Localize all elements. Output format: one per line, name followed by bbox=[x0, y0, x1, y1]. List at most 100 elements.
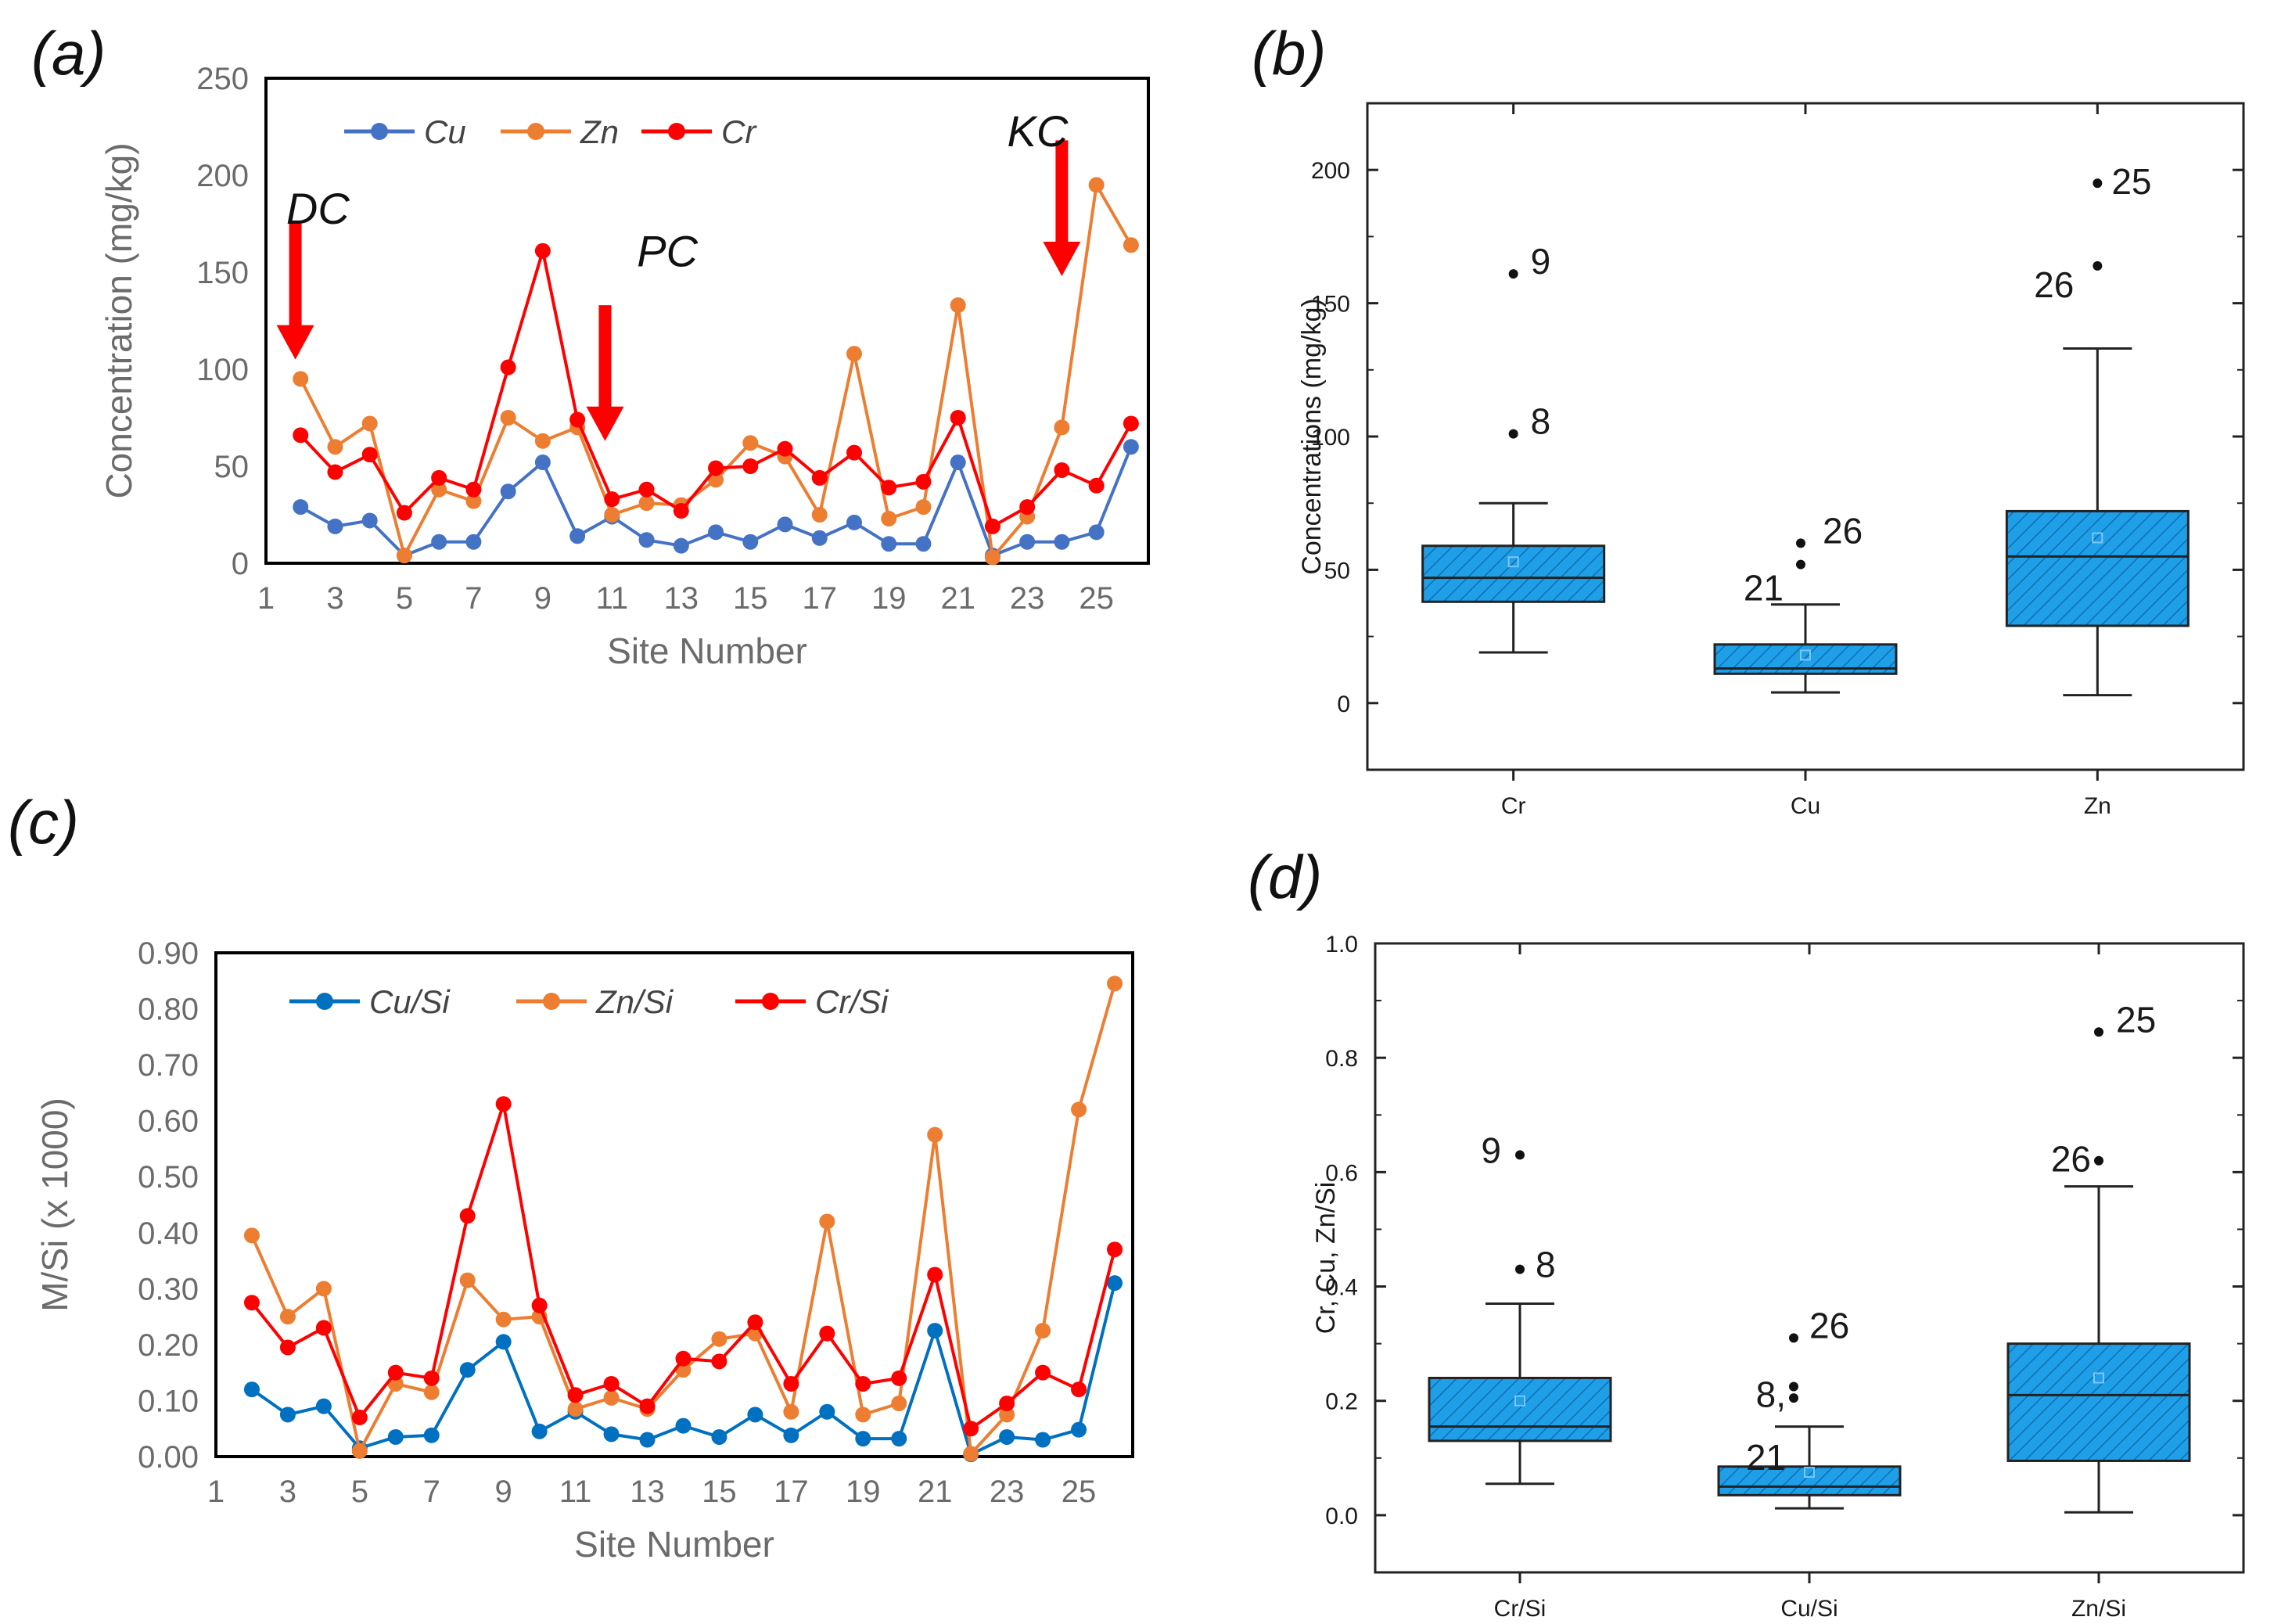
x-tick-label: 13 bbox=[664, 581, 699, 616]
data-point bbox=[915, 473, 932, 490]
y-tick-label: 0.90 bbox=[138, 936, 199, 971]
data-point bbox=[1123, 237, 1139, 253]
data-point bbox=[1071, 1421, 1087, 1438]
data-point bbox=[459, 1208, 476, 1224]
data-point bbox=[742, 534, 759, 550]
y-tick-label: 50 bbox=[1324, 558, 1350, 584]
data-point bbox=[950, 297, 966, 314]
annotation-label: KC bbox=[1008, 106, 1069, 156]
y-tick-label: 0.0 bbox=[1325, 1504, 1358, 1529]
x-tick-label: Cu bbox=[1791, 793, 1820, 819]
box-mean-marker bbox=[1804, 1467, 1815, 1478]
y-tick-label: 0.40 bbox=[138, 1216, 199, 1251]
annotation-arrow-head bbox=[586, 406, 624, 441]
data-point bbox=[396, 505, 412, 521]
outlier-point bbox=[1796, 559, 1805, 569]
data-point bbox=[855, 1431, 871, 1447]
data-point bbox=[431, 481, 447, 498]
data-point bbox=[950, 410, 966, 426]
annotation-arrow-head bbox=[276, 325, 314, 360]
data-point bbox=[881, 480, 897, 496]
x-tick-label: 3 bbox=[279, 1475, 296, 1509]
data-point bbox=[495, 1334, 512, 1350]
data-point bbox=[711, 1428, 727, 1445]
data-point bbox=[891, 1370, 907, 1386]
legend-swatch-marker bbox=[316, 993, 333, 1010]
data-point bbox=[1071, 1101, 1087, 1118]
y-axis-title: Concentration (mg/kg) bbox=[99, 142, 139, 498]
data-point bbox=[243, 1227, 260, 1244]
outlier-label: 8, bbox=[1756, 1374, 1786, 1414]
data-point bbox=[783, 1375, 799, 1392]
y-tick-label: 0.2 bbox=[1325, 1389, 1358, 1415]
data-point bbox=[1123, 415, 1139, 432]
y-tick-label: 200 bbox=[1311, 158, 1350, 184]
outlier-point bbox=[1508, 429, 1518, 439]
data-point bbox=[315, 1320, 332, 1336]
data-point bbox=[891, 1431, 907, 1447]
data-point bbox=[1123, 439, 1139, 455]
data-point bbox=[1107, 1275, 1123, 1292]
data-point bbox=[243, 1295, 260, 1311]
y-tick-label: 100 bbox=[1311, 425, 1350, 451]
data-point bbox=[293, 371, 309, 387]
outlier-point bbox=[1796, 538, 1805, 548]
x-tick-label: 17 bbox=[774, 1475, 809, 1509]
box-iqr bbox=[2006, 1342, 2191, 1462]
data-point bbox=[915, 536, 932, 552]
data-point bbox=[431, 534, 447, 550]
data-point bbox=[531, 1297, 548, 1313]
data-point bbox=[459, 1362, 476, 1378]
x-tick-label: 15 bbox=[702, 1475, 737, 1509]
data-point bbox=[569, 528, 586, 544]
x-tick-label: 7 bbox=[465, 581, 482, 616]
x-tick-label: 25 bbox=[1062, 1475, 1097, 1509]
outlier-point bbox=[1789, 1393, 1798, 1403]
legend-label: Cu/Si bbox=[369, 983, 451, 1020]
data-point bbox=[604, 507, 620, 523]
data-point bbox=[315, 1281, 332, 1297]
x-tick-label: 5 bbox=[396, 581, 413, 616]
plot-area bbox=[264, 77, 1150, 565]
legend-label: Cr bbox=[721, 113, 757, 150]
outlier-label: 8 bbox=[1536, 1245, 1556, 1285]
series-line-zn-si bbox=[250, 983, 1116, 1456]
data-point bbox=[1019, 499, 1036, 516]
outlier-label: 21 bbox=[1744, 568, 1784, 609]
data-point bbox=[999, 1396, 1015, 1412]
x-tick-label: 7 bbox=[423, 1475, 440, 1509]
data-point bbox=[855, 1375, 871, 1392]
x-tick-label: 11 bbox=[559, 1475, 592, 1509]
data-point bbox=[500, 483, 516, 500]
x-tick-label: 9 bbox=[534, 581, 551, 616]
data-point bbox=[638, 495, 655, 512]
data-point bbox=[1088, 177, 1105, 193]
data-point bbox=[279, 1407, 296, 1423]
y-tick-label: 0.00 bbox=[138, 1440, 199, 1475]
data-point bbox=[783, 1427, 799, 1443]
x-tick-label: 9 bbox=[495, 1475, 512, 1509]
data-point bbox=[638, 481, 655, 498]
panel-label-c: (c) bbox=[8, 788, 79, 857]
box-iqr bbox=[1717, 1465, 1902, 1496]
chart-panel-b: 0 50 100 150 200 Concentrations (mg/kg) Cr 9 8 Cu… bbox=[1297, 102, 2245, 819]
y-tick-label: 0.20 bbox=[138, 1328, 199, 1363]
x-tick-label: Cr/Si bbox=[1494, 1596, 1547, 1622]
data-point bbox=[811, 469, 828, 486]
data-point bbox=[950, 455, 966, 471]
y-tick-label: 250 bbox=[196, 62, 249, 96]
data-point bbox=[1019, 534, 1036, 550]
data-point bbox=[423, 1427, 440, 1443]
y-tick-label: 0.80 bbox=[138, 993, 199, 1027]
outlier-point bbox=[1508, 269, 1518, 279]
data-point bbox=[819, 1403, 835, 1420]
legend-swatch-marker bbox=[371, 123, 388, 140]
data-point bbox=[327, 464, 343, 480]
outlier-point bbox=[2094, 1027, 2103, 1037]
panel-label-b: (b) bbox=[1252, 19, 1326, 88]
outlier-point bbox=[1789, 1381, 1798, 1392]
data-point bbox=[569, 411, 586, 428]
panel-label-d: (d) bbox=[1248, 843, 1322, 911]
annotation-arrow-shaft bbox=[1055, 140, 1069, 245]
x-axis-title: Site Number bbox=[607, 631, 807, 671]
